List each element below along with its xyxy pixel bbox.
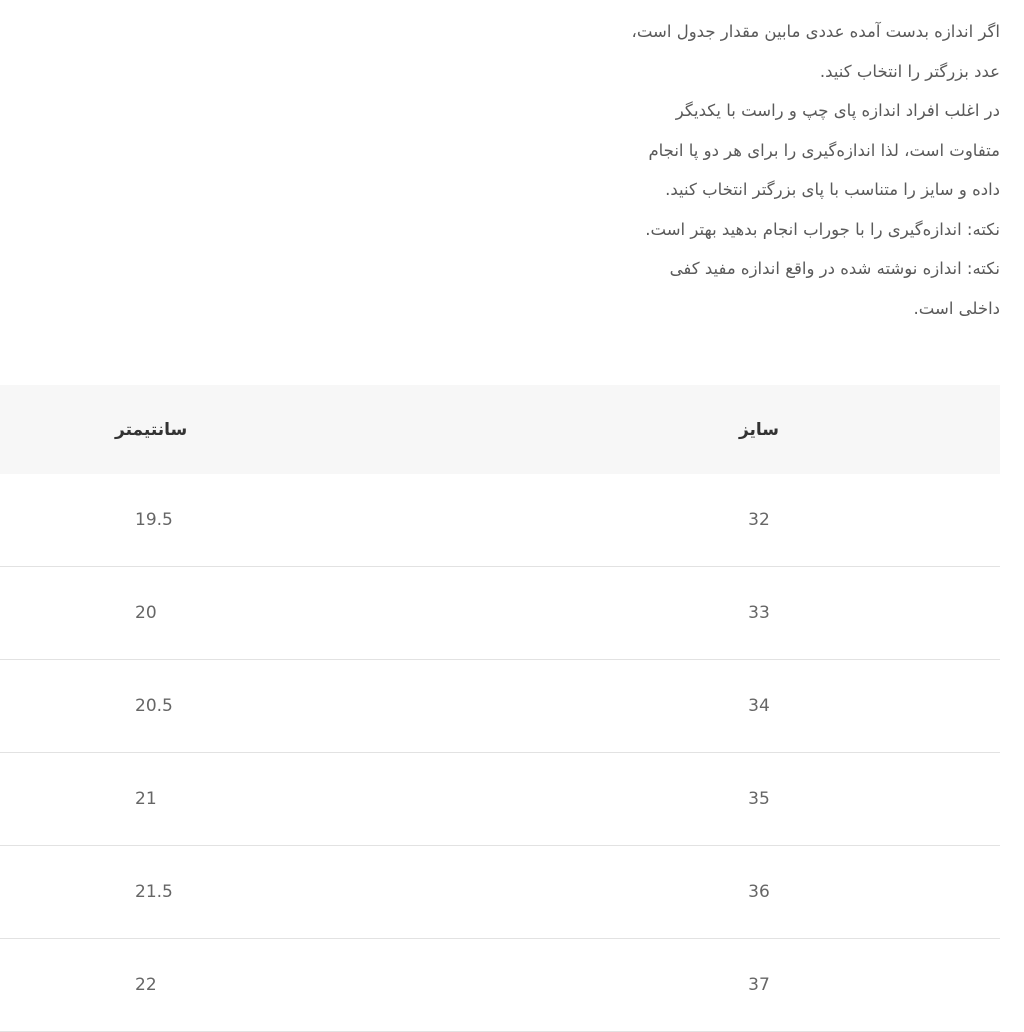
- note-line: داده و سایز را متناسب با پای بزرگتر انتخ…: [665, 180, 1000, 199]
- cm-cell: 20: [0, 566, 519, 660]
- cm-cell: 21.5: [0, 845, 519, 939]
- cm-cell: 21: [0, 752, 519, 846]
- cm-cell: 20.5: [0, 659, 519, 753]
- cm-cell: 19.5: [0, 474, 519, 567]
- note-line: داخلی است.: [913, 298, 1000, 318]
- note-line: نکته: اندازه‌گیری را با جوراب انجام بدهی…: [645, 219, 1000, 239]
- table-row: 34 20.5: [0, 659, 1000, 753]
- header-size: سایز: [519, 385, 1000, 474]
- note-line: در اغلب افراد اندازه پای چپ و راست با یک…: [675, 101, 1000, 120]
- size-table: سایز سانتیمتر 32 19.5 33 20 34 20.5 35 21 36…: [0, 385, 1000, 1032]
- table-row: 35 21: [0, 752, 1000, 846]
- table-row: 33 20: [0, 566, 1000, 660]
- note-line: نکته: اندازه نوشته شده در واقع اندازه مف…: [669, 259, 1000, 278]
- table-row: 36 21.5: [0, 845, 1000, 939]
- cm-cell: 22: [0, 938, 519, 1032]
- table-row: 32 19.5: [0, 474, 1000, 567]
- size-cell: 33: [519, 566, 1000, 660]
- header-centimeter: سانتیمتر: [0, 385, 519, 474]
- table-header-row: سایز سانتیمتر: [0, 385, 1000, 474]
- size-cell: 32: [519, 474, 1000, 567]
- note-line: عدد بزرگتر را انتخاب کنید.: [819, 61, 1000, 81]
- size-guide-notes: اگر اندازه بدست آمده عددی مابین مقدار جد…: [460, 12, 1000, 328]
- note-line: متفاوت است، لذا اندازه‌گیری را برای هر د…: [648, 140, 1000, 160]
- size-cell: 37: [519, 938, 1000, 1032]
- size-cell: 36: [519, 845, 1000, 939]
- note-line: اگر اندازه بدست آمده عددی مابین مقدار جد…: [631, 22, 1000, 41]
- size-cell: 34: [519, 659, 1000, 753]
- size-cell: 35: [519, 752, 1000, 846]
- table-row: 37 22: [0, 938, 1000, 1032]
